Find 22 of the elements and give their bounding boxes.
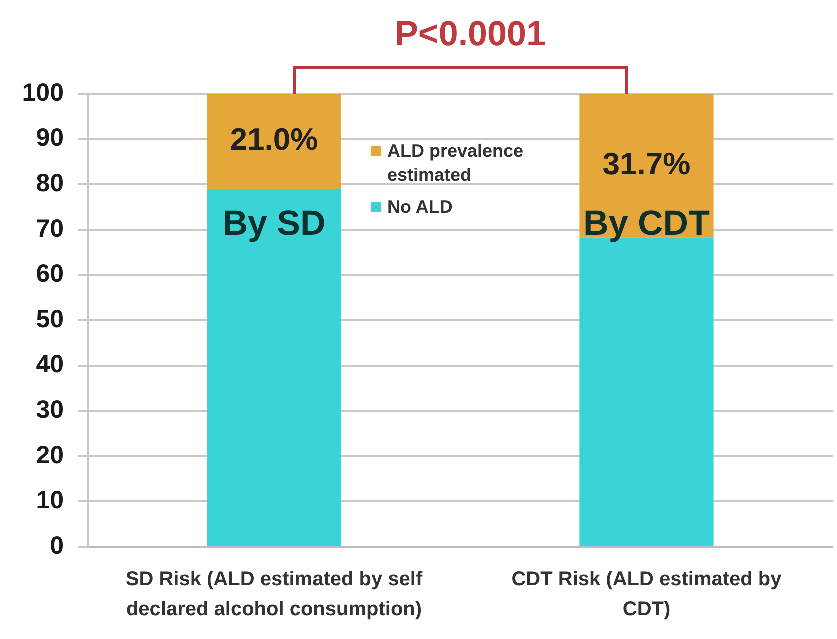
y-tick-label: 10: [36, 486, 64, 515]
annotation: By CDT: [584, 204, 710, 244]
y-tick-label: 60: [36, 260, 64, 288]
text: P<0.0001: [395, 14, 546, 54]
x-tick-label: SD Risk (ALD estimated by self declared alcohol consumption): [126, 568, 423, 621]
y-tick-label: 40: [36, 350, 64, 379]
y-tick-label: 0: [50, 532, 64, 560]
y-tick-label: 90: [36, 124, 64, 152]
y-tick-label: 50: [36, 305, 64, 334]
data-label: 21.0%: [230, 122, 318, 158]
y-tick-label: 80: [36, 169, 64, 198]
bar: [207, 189, 342, 546]
annotation: By SD: [222, 204, 326, 244]
y-tick-label: 30: [36, 396, 64, 424]
legend-label: No ALD: [388, 196, 453, 220]
x-tick-label: CDT Risk (ALD estimated by CDT): [512, 568, 783, 621]
bar: [207, 94, 342, 190]
legend-label: ALD prevalence estimated: [388, 140, 525, 188]
y-tick-label: 70: [36, 214, 64, 243]
data-label: 31.7%: [602, 146, 691, 182]
y-tick-label: 20: [36, 441, 64, 470]
y-tick-label: 100: [22, 78, 64, 107]
